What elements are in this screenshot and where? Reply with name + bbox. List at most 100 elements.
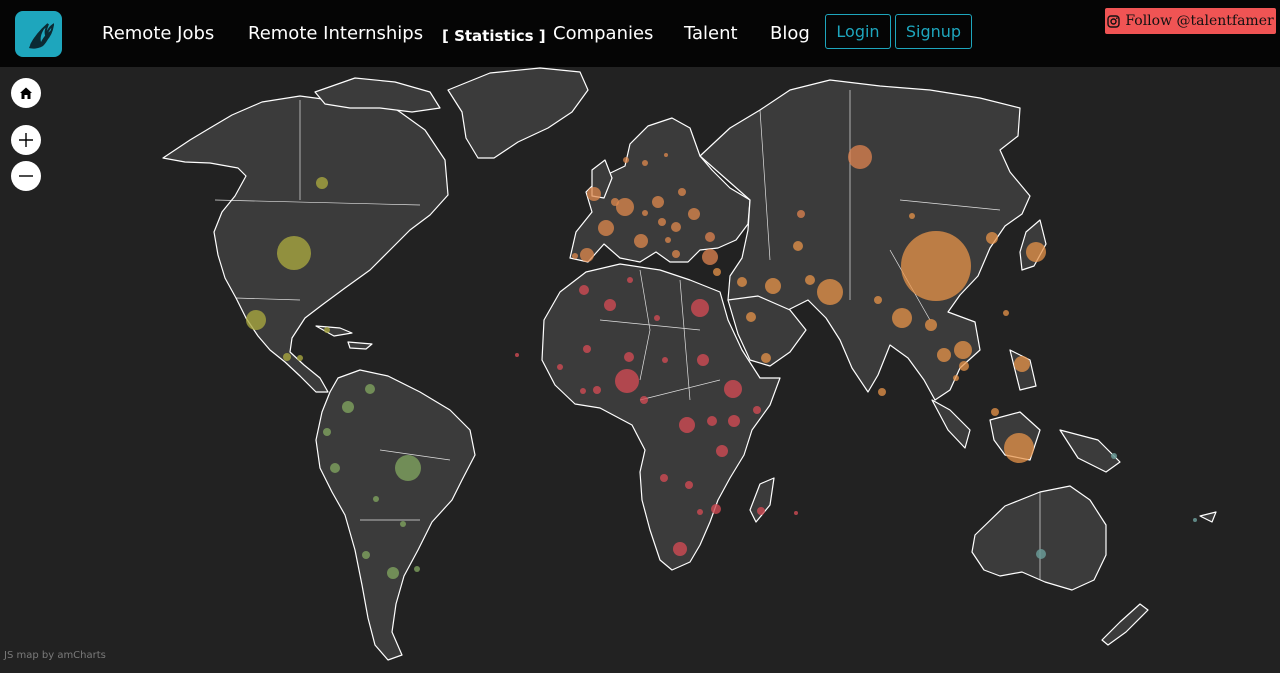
bubble-uk[interactable]	[587, 187, 601, 201]
bubble-iran[interactable]	[702, 249, 718, 265]
bubble-syria[interactable]	[713, 268, 721, 276]
bubble-thailand[interactable]	[937, 348, 951, 362]
bubble-uzbekistan[interactable]	[793, 241, 803, 251]
map-credit[interactable]: JS map by amCharts	[4, 650, 106, 661]
bubble-russia[interactable]	[848, 145, 872, 169]
bubble-algeria[interactable]	[604, 299, 616, 311]
bubble-indonesia[interactable]	[1004, 433, 1034, 463]
land-south-america[interactable]	[315, 369, 476, 661]
bubble-mongolia[interactable]	[909, 213, 915, 219]
talentfamer-logo[interactable]	[15, 11, 62, 57]
land-australia[interactable]	[971, 485, 1107, 591]
zoom-in-button[interactable]	[11, 125, 41, 155]
bubble-bolivia[interactable]	[373, 496, 379, 502]
bubble-bangladesh[interactable]	[892, 308, 912, 328]
bubble-malaysia[interactable]	[959, 361, 969, 371]
bubble-madagascar[interactable]	[757, 507, 765, 515]
bubble-tanzania[interactable]	[716, 445, 728, 457]
bubble-colombia[interactable]	[342, 401, 354, 413]
bubble-netherlands[interactable]	[611, 198, 619, 206]
world-map[interactable]	[0, 67, 1280, 669]
nav-remote-internships[interactable]: Remote Internships	[248, 23, 424, 44]
bubble-chad[interactable]	[662, 357, 668, 363]
bubble-sudan[interactable]	[697, 354, 709, 366]
bubble-japan[interactable]	[1026, 242, 1046, 262]
nav-statistics[interactable]: [ Statistics ]	[442, 27, 546, 45]
bubble-nigeria[interactable]	[615, 369, 639, 393]
land-africa[interactable]	[541, 263, 781, 571]
bubble-norway[interactable]	[623, 157, 629, 163]
bubble-tunisia[interactable]	[627, 277, 633, 283]
bubble-drc[interactable]	[679, 417, 695, 433]
bubble-serbia[interactable]	[665, 237, 671, 243]
bubble-kazakhstan[interactable]	[797, 210, 805, 218]
bubble-morocco[interactable]	[579, 285, 589, 295]
bubble-kenya[interactable]	[728, 415, 740, 427]
land-canadian-islands[interactable]	[314, 77, 441, 113]
bubble-cameroon[interactable]	[640, 396, 648, 404]
signup-button[interactable]: Signup	[895, 14, 972, 49]
bubble-south-africa[interactable]	[673, 542, 687, 556]
bubble-niger[interactable]	[624, 352, 634, 362]
bubble-ecuador[interactable]	[323, 428, 331, 436]
bubble-mozambique[interactable]	[711, 504, 721, 514]
bubble-mali[interactable]	[583, 345, 591, 353]
bubble-new-zealand[interactable]	[1193, 518, 1197, 522]
bubble-guatemala[interactable]	[283, 353, 291, 361]
land-new-zealand[interactable]	[1101, 511, 1217, 646]
bubble-sweden[interactable]	[642, 160, 648, 166]
nav-companies[interactable]: Companies	[553, 23, 654, 44]
bubble-paraguay[interactable]	[400, 521, 406, 527]
bubble-png[interactable]	[1111, 453, 1117, 459]
bubble-germany[interactable]	[616, 198, 634, 216]
bubble-srilanka[interactable]	[878, 388, 886, 396]
bubble-myanmar[interactable]	[925, 319, 937, 331]
bubble-somalia[interactable]	[753, 406, 761, 414]
bubble-turkey[interactable]	[705, 232, 715, 242]
bubble-hungary[interactable]	[658, 218, 666, 226]
bubble-china[interactable]	[901, 231, 971, 301]
bubble-france[interactable]	[598, 220, 614, 236]
bubble-ethiopia[interactable]	[724, 380, 742, 398]
bubble-taiwan[interactable]	[1003, 310, 1009, 316]
bubble-spain[interactable]	[580, 248, 594, 262]
bubble-czech[interactable]	[642, 210, 648, 216]
bubble-afghanistan[interactable]	[805, 275, 815, 285]
bubble-honduras[interactable]	[297, 355, 303, 361]
bubble-zimbabwe[interactable]	[697, 509, 703, 515]
bubble-venezuela[interactable]	[365, 384, 375, 394]
bubble-zambia[interactable]	[685, 481, 693, 489]
bubble-egypt[interactable]	[691, 299, 709, 317]
bubble-portugal[interactable]	[572, 253, 578, 259]
bubble-greece[interactable]	[672, 250, 680, 258]
bubble-philippines[interactable]	[1014, 356, 1030, 372]
bubble-ivory-coast[interactable]	[580, 388, 586, 394]
zoom-out-button[interactable]	[11, 161, 41, 191]
bubble-usa[interactable]	[277, 236, 311, 270]
bubble-australia[interactable]	[1036, 549, 1046, 559]
bubble-iraq[interactable]	[737, 277, 747, 287]
bubble-senegal[interactable]	[557, 364, 563, 370]
bubble-romania[interactable]	[671, 222, 681, 232]
bubble-poland[interactable]	[652, 196, 664, 208]
land-greenland[interactable]	[447, 67, 589, 159]
bubble-pakistan[interactable]	[765, 278, 781, 294]
bubble-italy[interactable]	[634, 234, 648, 248]
bubble-argentina[interactable]	[387, 567, 399, 579]
bubble-uruguay[interactable]	[414, 566, 420, 572]
bubble-chile[interactable]	[362, 551, 370, 559]
world-map-svg[interactable]	[0, 67, 1280, 669]
map-home-button[interactable]	[11, 78, 41, 108]
instagram-follow-button[interactable]: Follow @talentfamer	[1105, 8, 1276, 34]
bubble-mauritius[interactable]	[794, 511, 798, 515]
bubble-india[interactable]	[817, 279, 843, 305]
bubble-peru[interactable]	[330, 463, 340, 473]
bubble-nepal[interactable]	[874, 296, 882, 304]
land-southeast-asia-islands[interactable]	[931, 349, 1121, 473]
bubble-cuba[interactable]	[324, 327, 330, 333]
bubble-brunei[interactable]	[991, 408, 999, 416]
bubble-cambodia[interactable]	[953, 375, 959, 381]
nav-blog[interactable]: Blog	[770, 23, 810, 44]
bubble-cape-verde[interactable]	[515, 353, 519, 357]
bubble-ghana[interactable]	[593, 386, 601, 394]
